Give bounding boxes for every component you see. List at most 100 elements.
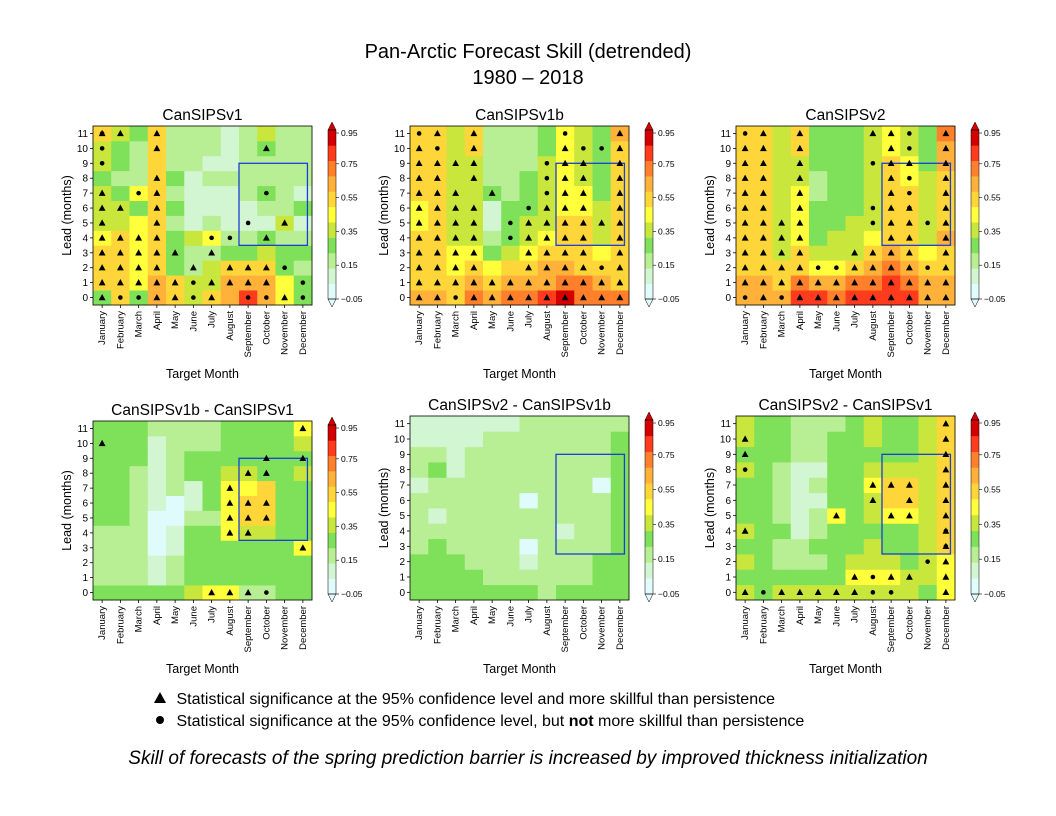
x-tick-label: April — [152, 311, 163, 330]
heatmap-cell — [809, 215, 828, 231]
significance-triangle — [153, 144, 161, 152]
x-tick-label: August — [868, 606, 879, 636]
colorbar-segment — [328, 486, 336, 503]
heatmap-cell — [446, 126, 466, 142]
heatmap-cell — [111, 170, 130, 187]
heatmap-cell — [537, 508, 557, 524]
heatmap-cell — [772, 155, 792, 172]
heatmap-cell — [918, 462, 938, 478]
x-tick-label: October — [904, 311, 915, 345]
x-tick-label: April — [152, 606, 163, 625]
colorbar-segment — [645, 546, 653, 563]
significance-triangle — [759, 174, 767, 181]
colorbar-segment — [971, 546, 979, 563]
heatmap-cell — [574, 554, 593, 570]
significance-triangle — [905, 159, 913, 166]
significance-triangle — [153, 204, 161, 211]
colorbar-segment — [328, 455, 336, 472]
heatmap-cell — [275, 126, 295, 142]
significance-triangle — [832, 279, 840, 286]
significance-triangle — [525, 249, 533, 256]
heatmap-cell — [809, 554, 828, 570]
heatmap-cell — [464, 446, 484, 463]
heatmap-cell — [184, 215, 203, 231]
legend-dot-text-bold: not — [568, 713, 594, 730]
heatmap-cell — [918, 140, 938, 157]
highlight-box — [555, 453, 626, 555]
colorbar-segment — [971, 160, 979, 177]
heatmap-cell — [827, 170, 846, 187]
x-tick-label: February — [758, 311, 769, 349]
heatmap-cell — [845, 416, 865, 432]
heatmap-cell — [129, 450, 149, 467]
x-tick-label: April — [795, 606, 806, 625]
x-tick-label: February — [115, 311, 126, 349]
significance-triangle — [561, 144, 569, 152]
heatmap-cell — [556, 554, 575, 570]
heatmap-cell — [166, 540, 185, 556]
heatmap-cell — [827, 155, 846, 172]
heatmap-cell — [519, 446, 539, 463]
heatmap-cell — [900, 538, 919, 555]
significance-triangle — [244, 499, 252, 506]
heatmap-cell — [239, 540, 258, 556]
heatmap-cell — [111, 555, 130, 571]
heatmap-cell — [918, 245, 938, 261]
significance-triangle — [616, 279, 624, 286]
heatmap-cell — [129, 126, 149, 142]
colorbar-tick-label: −0.05 — [984, 589, 1006, 599]
y-tick-label: 4 — [82, 233, 88, 244]
highlight-box — [881, 453, 952, 555]
heatmap-cell — [610, 584, 630, 601]
x-tick-label: July — [524, 311, 535, 328]
heatmap-cell — [464, 569, 484, 586]
y-tick-label: 11 — [78, 424, 89, 435]
significance-triangle — [543, 249, 551, 256]
y-tick-label: 3 — [399, 248, 405, 259]
heatmap-cell — [610, 492, 630, 509]
significance-triangle — [741, 234, 749, 241]
significance-triangle — [262, 469, 270, 476]
colorbar-segment — [971, 237, 979, 254]
heatmap-cell — [501, 554, 520, 570]
y-tick-label: 1 — [399, 278, 405, 289]
significance-triangle — [796, 234, 804, 241]
y-tick-label: 1 — [82, 573, 88, 584]
heatmap-cell — [845, 126, 865, 142]
y-axis-label: Lead (months) — [703, 175, 717, 256]
significance-triangle — [244, 264, 252, 271]
x-tick-label: October — [261, 311, 272, 345]
heatmap-cell — [754, 462, 773, 478]
heatmap-cell — [483, 523, 502, 540]
heatmap-cell — [147, 421, 167, 437]
heatmap-cell — [863, 554, 883, 570]
heatmap-cell — [428, 523, 447, 540]
heatmap-cell — [827, 492, 846, 509]
heatmap-cell — [166, 495, 185, 511]
heatmap-cell — [129, 570, 149, 586]
heatmap-cell — [202, 540, 222, 556]
heatmap-cell — [111, 185, 130, 201]
colorbar-segment — [971, 145, 979, 162]
significance-triangle — [281, 293, 289, 301]
significance-triangle — [579, 219, 587, 226]
y-tick-label: 5 — [399, 218, 405, 229]
panel-frame — [409, 125, 630, 306]
colorbar-segment — [645, 467, 653, 484]
significance-triangle — [905, 219, 913, 226]
heatmap-cell — [147, 465, 167, 482]
heatmap-cell — [147, 570, 167, 586]
heatmap-cell — [202, 495, 222, 511]
x-axis-label: Target Month — [809, 662, 882, 676]
colorbar-frame — [644, 129, 654, 300]
heatmap-cell — [483, 446, 502, 463]
heatmap-cell — [184, 585, 203, 601]
significance-triangle — [433, 234, 441, 241]
y-tick-label: 2 — [82, 263, 88, 274]
heatmap-cell — [239, 480, 258, 496]
significance-triangle — [616, 219, 624, 226]
heatmap-cell — [809, 155, 828, 172]
heatmap-cell — [129, 215, 149, 231]
significance-triangle — [741, 264, 749, 271]
significance-triangle — [905, 293, 913, 301]
